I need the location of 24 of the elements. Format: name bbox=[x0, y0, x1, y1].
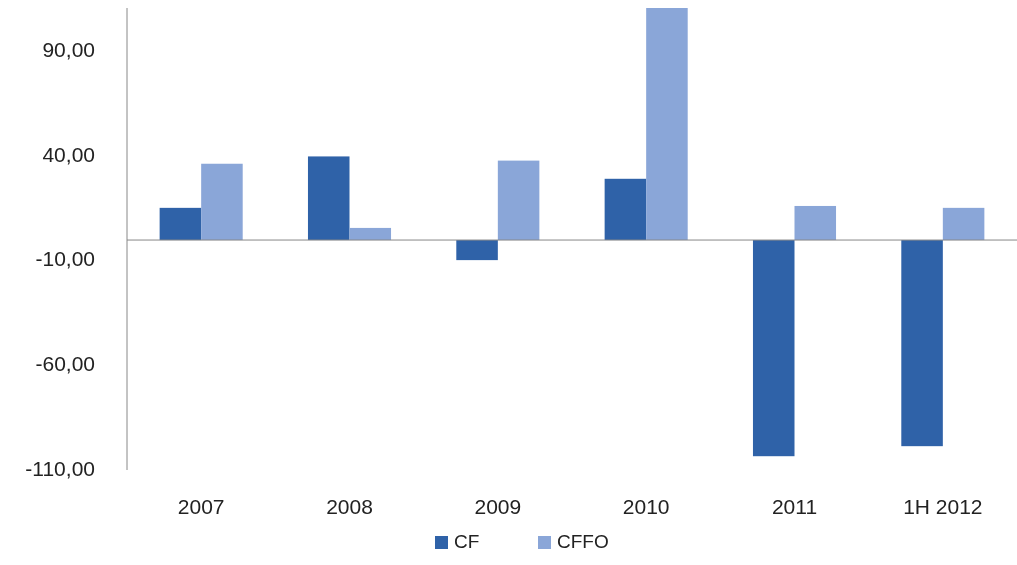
y-tick-label: -10,00 bbox=[35, 247, 95, 271]
x-tick-label: 2007 bbox=[177, 495, 225, 518]
legend-label: CFFO bbox=[557, 531, 609, 553]
bar bbox=[456, 240, 498, 261]
bar bbox=[752, 240, 795, 457]
y-tick-label: -60,00 bbox=[35, 352, 95, 376]
bar bbox=[159, 207, 202, 241]
legend-label: CF bbox=[454, 531, 480, 553]
y-tick-label: 90,00 bbox=[42, 38, 95, 62]
y-tick-label: 40,00 bbox=[42, 142, 95, 166]
bar bbox=[201, 163, 243, 241]
x-tick-label: 2010 bbox=[622, 495, 670, 518]
bar bbox=[794, 205, 837, 241]
x-tick-label: 2011 bbox=[771, 495, 818, 518]
x-tick-label: 2009 bbox=[474, 495, 522, 518]
x-tick-label: 2008 bbox=[326, 495, 373, 518]
bar bbox=[497, 160, 540, 241]
x-tick-label: 1H 2012 bbox=[903, 495, 983, 518]
bar bbox=[307, 156, 350, 241]
y-tick-label: -110,00 bbox=[25, 456, 95, 480]
bar bbox=[646, 8, 688, 241]
bar bbox=[901, 240, 943, 447]
bar bbox=[604, 178, 647, 241]
bar bbox=[942, 207, 985, 241]
